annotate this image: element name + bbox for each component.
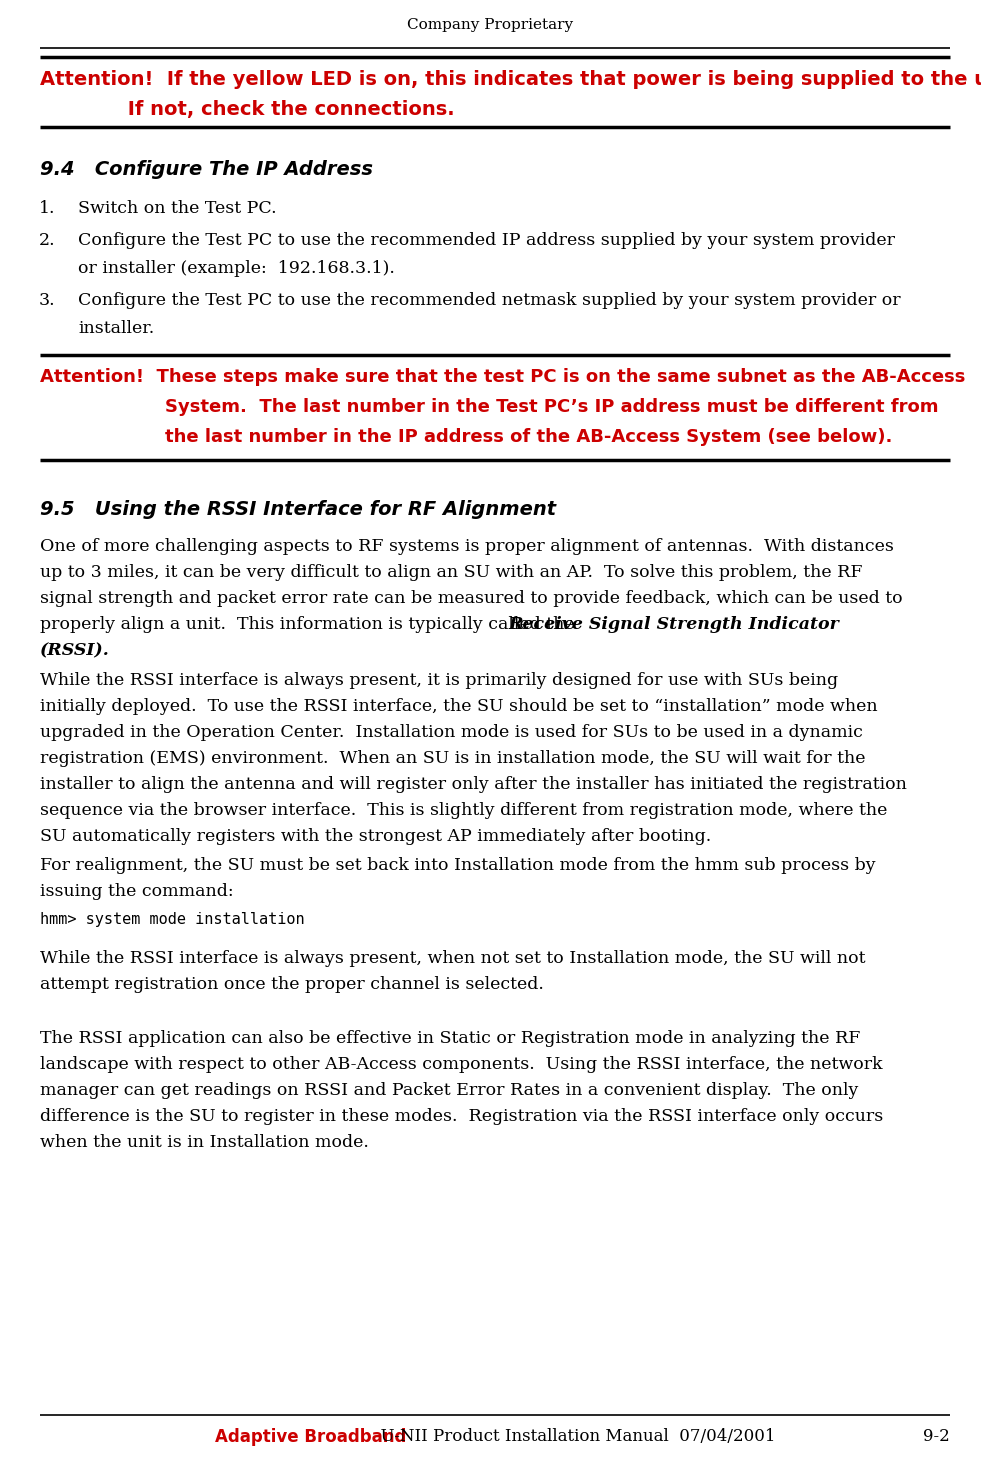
Text: System.  The last number in the Test PC’s IP address must be different from: System. The last number in the Test PC’s… xyxy=(40,398,939,416)
Text: U-NII Product Installation Manual  07/04/2001: U-NII Product Installation Manual 07/04/… xyxy=(370,1428,776,1444)
Text: For realignment, the SU must be set back into Installation mode from the hmm sub: For realignment, the SU must be set back… xyxy=(40,857,876,875)
Text: Attention!  These steps make sure that the test PC is on the same subnet as the : Attention! These steps make sure that th… xyxy=(40,368,965,385)
Text: initially deployed.  To use the RSSI interface, the SU should be set to “install: initially deployed. To use the RSSI inte… xyxy=(40,697,878,715)
Text: The RSSI application can also be effective in Static or Registration mode in ana: The RSSI application can also be effecti… xyxy=(40,1030,860,1047)
Text: Switch on the Test PC.: Switch on the Test PC. xyxy=(78,201,277,217)
Text: difference is the SU to register in these modes.  Registration via the RSSI inte: difference is the SU to register in thes… xyxy=(40,1108,883,1125)
Text: registration (EMS) environment.  When an SU is in installation mode, the SU will: registration (EMS) environment. When an … xyxy=(40,750,865,768)
Text: 3.: 3. xyxy=(38,292,55,309)
Text: sequence via the browser interface.  This is slightly different from registratio: sequence via the browser interface. This… xyxy=(40,801,888,819)
Text: While the RSSI interface is always present, when not set to Installation mode, t: While the RSSI interface is always prese… xyxy=(40,949,865,967)
Text: If not, check the connections.: If not, check the connections. xyxy=(40,100,454,119)
Text: While the RSSI interface is always present, it is primarily designed for use wit: While the RSSI interface is always prese… xyxy=(40,672,838,689)
Text: (RSSI).: (RSSI). xyxy=(40,642,110,659)
Text: 9-2: 9-2 xyxy=(923,1428,950,1444)
Text: Adaptive Broadband: Adaptive Broadband xyxy=(215,1428,406,1446)
Text: 9.5   Using the RSSI Interface for RF Alignment: 9.5 Using the RSSI Interface for RF Alig… xyxy=(40,500,556,519)
Text: upgraded in the Operation Center.  Installation mode is used for SUs to be used : upgraded in the Operation Center. Instal… xyxy=(40,724,863,741)
Text: attempt registration once the proper channel is selected.: attempt registration once the proper cha… xyxy=(40,976,543,993)
Text: properly align a unit.  This information is typically called the: properly align a unit. This information … xyxy=(40,615,580,633)
Text: Receive Signal Strength Indicator: Receive Signal Strength Indicator xyxy=(508,615,839,633)
Text: or installer (example:  192.168.3.1).: or installer (example: 192.168.3.1). xyxy=(78,259,395,277)
Text: Attention!  If the yellow LED is on, this indicates that power is being supplied: Attention! If the yellow LED is on, this… xyxy=(40,70,981,89)
Text: installer to align the antenna and will register only after the installer has in: installer to align the antenna and will … xyxy=(40,776,906,793)
Text: 1.: 1. xyxy=(38,201,55,217)
Text: hmm> system mode installation: hmm> system mode installation xyxy=(40,913,305,927)
Text: the last number in the IP address of the AB-Access System (see below).: the last number in the IP address of the… xyxy=(40,428,893,445)
Text: 2.: 2. xyxy=(38,231,55,249)
Text: manager can get readings on RSSI and Packet Error Rates in a convenient display.: manager can get readings on RSSI and Pac… xyxy=(40,1083,858,1099)
Text: installer.: installer. xyxy=(78,319,154,337)
Text: Configure the Test PC to use the recommended netmask supplied by your system pro: Configure the Test PC to use the recomme… xyxy=(78,292,901,309)
Text: One of more challenging aspects to RF systems is proper alignment of antennas.  : One of more challenging aspects to RF sy… xyxy=(40,538,894,555)
Text: up to 3 miles, it can be very difficult to align an SU with an AP.  To solve thi: up to 3 miles, it can be very difficult … xyxy=(40,564,862,582)
Text: signal strength and packet error rate can be measured to provide feedback, which: signal strength and packet error rate ca… xyxy=(40,590,903,607)
Text: landscape with respect to other AB-Access components.  Using the RSSI interface,: landscape with respect to other AB-Acces… xyxy=(40,1056,883,1072)
Text: Configure the Test PC to use the recommended IP address supplied by your system : Configure the Test PC to use the recomme… xyxy=(78,231,895,249)
Text: 9.4   Configure The IP Address: 9.4 Configure The IP Address xyxy=(40,160,373,179)
Text: Company Proprietary: Company Proprietary xyxy=(407,18,574,32)
Text: SU automatically registers with the strongest AP immediately after booting.: SU automatically registers with the stro… xyxy=(40,828,711,845)
Text: issuing the command:: issuing the command: xyxy=(40,883,233,900)
Text: when the unit is in Installation mode.: when the unit is in Installation mode. xyxy=(40,1134,369,1151)
